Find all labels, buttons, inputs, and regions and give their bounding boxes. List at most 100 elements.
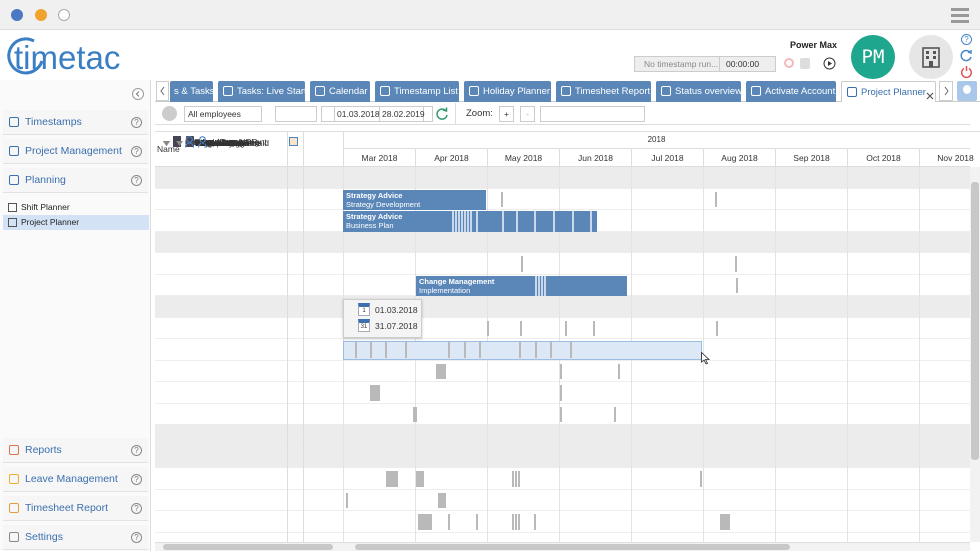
tab[interactable]: Activate Account <box>746 81 836 102</box>
project-bar[interactable]: Strategy Advice Business Plan <box>343 211 597 232</box>
refresh-icon[interactable] <box>960 49 973 62</box>
window-button[interactable] <box>11 9 23 21</box>
employee-name[interactable]: Walker Maggie <box>195 138 252 148</box>
employee-name[interactable]: Johnson Earl <box>195 138 245 148</box>
timestamp-mark <box>518 514 520 530</box>
tab[interactable]: s & Tasks <box>170 81 214 102</box>
reload-icon[interactable] <box>435 107 449 121</box>
sidebar-item[interactable]: Timestamps? <box>3 110 148 135</box>
employee-name[interactable]: Williams Kiara <box>195 138 249 148</box>
expand-toggle[interactable] <box>163 139 170 149</box>
help-icon[interactable]: ? <box>131 474 142 485</box>
sidebar-item[interactable]: Settings? <box>3 525 148 550</box>
tab[interactable]: Timesheet Report <box>556 81 651 102</box>
collapse-button[interactable] <box>132 88 144 100</box>
employee-name[interactable]: Robinson Bret <box>195 138 249 148</box>
menu-icon[interactable] <box>950 6 970 24</box>
group-label[interactable]: Office <box>185 137 208 147</box>
play-icon[interactable] <box>823 57 836 70</box>
tips-button[interactable] <box>957 81 977 101</box>
timestamp-mark <box>448 342 450 358</box>
employee-name[interactable]: Roberts Jim <box>195 138 241 148</box>
employee-name[interactable]: Stevans Collin <box>195 138 250 148</box>
timestamp-mark <box>426 514 428 530</box>
timestamp-mark <box>501 191 503 207</box>
horizontal-scroll-thumb[interactable] <box>355 544 790 550</box>
timestamp-mark <box>512 514 514 530</box>
tab[interactable]: Tasks: Live Start <box>218 81 307 102</box>
timestamp-mark <box>516 211 518 232</box>
employee-name[interactable]: Edwards Gerald <box>208 138 269 148</box>
expand-toggle[interactable] <box>176 139 183 149</box>
tab[interactable]: Holiday Planner <box>464 81 551 102</box>
group-label[interactable]: IT-Consulting <box>185 137 236 147</box>
tab-scroll-right[interactable] <box>939 81 953 101</box>
calendar-icon: 1 <box>358 303 370 316</box>
help-icon[interactable]: ? <box>131 146 142 157</box>
employee-filter[interactable]: All employees <box>184 106 262 122</box>
group-label[interactable]: Marketing & PR <box>198 137 258 147</box>
vertical-scroll-thumb[interactable] <box>971 182 979 460</box>
sidebar-item[interactable]: Leave Management? <box>3 467 148 492</box>
toggle[interactable] <box>162 106 177 121</box>
zoom-select[interactable] <box>540 106 645 122</box>
timestamp-mark <box>722 514 724 530</box>
power-icon[interactable] <box>960 65 973 78</box>
timestamp-mark <box>538 275 540 296</box>
item-icon <box>9 445 19 455</box>
tab[interactable]: Timestamp List <box>375 81 459 102</box>
tab-close[interactable] <box>926 87 934 100</box>
zoom-out[interactable]: - <box>520 106 535 122</box>
employee-name[interactable]: Taylor Jay <box>195 138 234 148</box>
project-bar[interactable]: Change Management Implementation <box>416 275 627 296</box>
help-icon[interactable]: ? <box>131 503 142 514</box>
timestamp-mark <box>385 342 387 358</box>
date-from[interactable]: 01.03.2018 <box>334 107 380 121</box>
sidebar-item[interactable]: Planning? <box>3 168 148 193</box>
sidebar-subitem[interactable]: Shift Planner <box>3 200 149 215</box>
group-label[interactable]: Change Management <box>185 137 267 147</box>
avatar[interactable]: PM <box>851 35 895 79</box>
sidebar-item[interactable]: Timesheet Report? <box>3 496 148 521</box>
tab[interactable]: Project Planner <box>841 81 936 102</box>
timestamp-mark <box>479 342 481 358</box>
window-button[interactable] <box>58 9 70 21</box>
help-icon[interactable]: ? <box>131 532 142 543</box>
calendar-icon: 31 <box>358 319 370 332</box>
selection-range[interactable] <box>343 341 702 360</box>
item-label: Planning <box>25 174 66 186</box>
filter-select[interactable] <box>275 106 317 122</box>
month-gridline <box>775 167 776 542</box>
pause-icon[interactable] <box>800 58 810 69</box>
employee-name[interactable]: Power Max <box>195 138 238 148</box>
employee-name[interactable]: Wright Carrie <box>195 138 245 148</box>
timestamp-mark <box>396 471 398 487</box>
stop-icon[interactable] <box>784 58 794 68</box>
company-icon[interactable] <box>909 35 953 79</box>
window-button[interactable] <box>35 9 47 21</box>
help-icon[interactable]: ? <box>131 175 142 186</box>
group-label[interactable]: Strategy Consulting <box>185 137 260 147</box>
help-icon[interactable]: ? <box>131 117 142 128</box>
name-scroll-thumb[interactable] <box>163 544 333 550</box>
sidebar-item[interactable]: Project Management? <box>3 139 148 164</box>
tab-icon <box>469 86 479 96</box>
help-icon[interactable]: ? <box>131 445 142 456</box>
date-to[interactable]: 28.02.2019 <box>379 107 425 121</box>
sidebar-item[interactable]: Reports? <box>3 438 148 463</box>
help-icon[interactable]: ? <box>961 34 972 45</box>
tab[interactable]: Calendar <box>310 81 370 102</box>
sidebar-subitem[interactable]: Project Planner <box>3 215 149 230</box>
zoom-in[interactable]: + <box>499 106 514 122</box>
timestamp-mark <box>467 211 469 232</box>
employee-name[interactable]: Thompson Grace <box>195 138 261 148</box>
toolbar: All employees 01.03.2018 28.02.2019 Zoom… <box>155 103 970 125</box>
employee-name[interactable]: White Lara <box>208 138 250 148</box>
project-bar[interactable]: Strategy Advice Strategy Development <box>343 189 486 210</box>
timestamp-box[interactable]: No timestamp run... 00:00:00 <box>634 56 776 72</box>
tab[interactable]: Status overview <box>656 81 742 102</box>
tab-scroll-left[interactable] <box>156 81 169 101</box>
profile-icon[interactable] <box>289 137 298 146</box>
month-label: Jun 2018 <box>559 149 631 167</box>
